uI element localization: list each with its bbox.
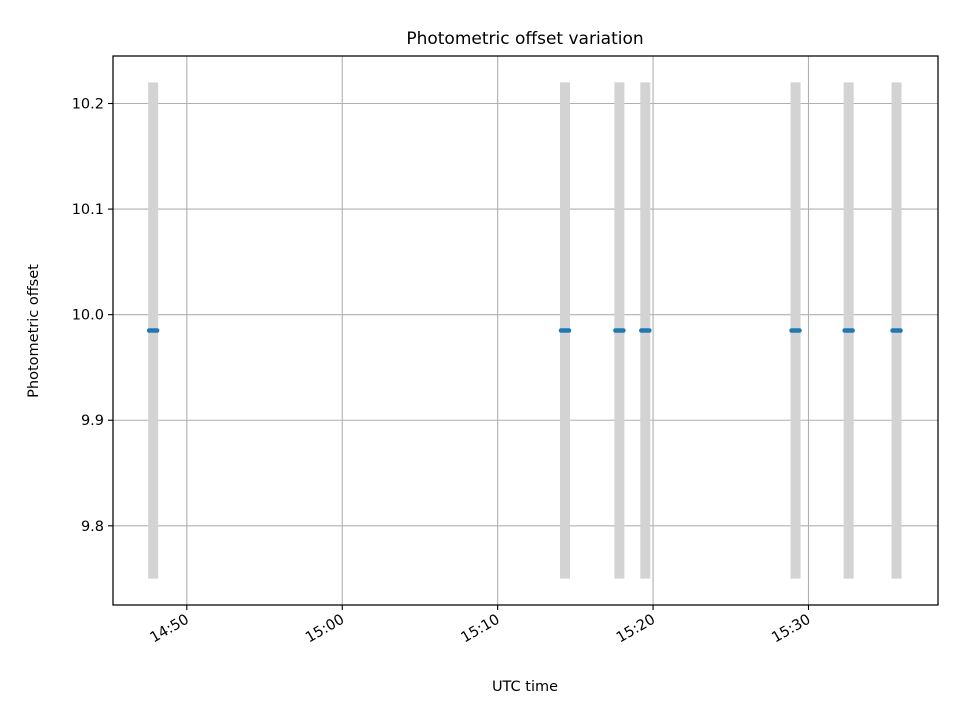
y-axis-ticks: 9.8 9.9 10.0 10.1 10.2 — [72, 97, 113, 535]
chart-title: Photometric offset variation — [406, 29, 643, 49]
plot-area-frame — [112, 55, 939, 606]
y-tick-label: 10.1 — [72, 202, 104, 218]
x-axis-label: UTC time — [492, 679, 558, 695]
y-tick-label: 10.2 — [72, 97, 104, 113]
y-tick-label: 9.8 — [81, 519, 104, 535]
y-tick-label: 9.9 — [81, 413, 104, 429]
y-tick-label: 10.0 — [72, 308, 104, 324]
y-axis-label: Photometric offset — [26, 264, 42, 398]
